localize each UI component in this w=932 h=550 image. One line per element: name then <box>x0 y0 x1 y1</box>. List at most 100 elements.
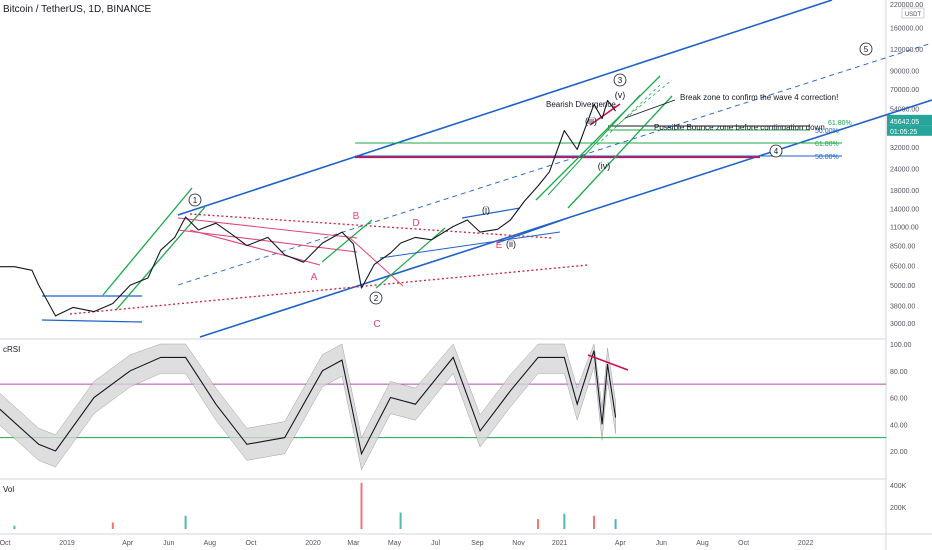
time-axis-label: 2020 <box>305 540 321 547</box>
price-tick-label: 70000.00 <box>890 87 919 94</box>
volume-title: Vol <box>3 485 14 494</box>
price-tick-label: 90000.00 <box>890 68 919 75</box>
volume-bar <box>563 513 566 529</box>
time-axis-label: Oct <box>738 540 749 547</box>
impulse-channel-upper <box>102 187 193 296</box>
volume-bar <box>593 515 595 529</box>
time-axis-label: Oct <box>246 540 257 547</box>
break-zone-arrow <box>624 99 676 119</box>
volume-bar <box>184 515 187 529</box>
wave-i-line <box>461 207 521 219</box>
wave-4-circle <box>769 144 783 158</box>
wave-3-label: 3 <box>618 76 623 85</box>
countdown-label: 01:05:25 <box>890 129 917 136</box>
crsi-tick-label: 60.00 <box>890 396 908 403</box>
symbol-title: Bitcoin / TetherUS, 1D, BINANCE <box>3 4 152 15</box>
price-tick-label: 3800.00 <box>890 303 915 310</box>
price-tick-label: 160000.00 <box>890 26 923 33</box>
bearish-divergence-note: Bearish Divergence <box>546 100 616 109</box>
wave-iii-label: (iii) <box>585 116 597 126</box>
crsi-tick-label: 100.00 <box>890 342 912 349</box>
divergence-crsi-line <box>587 354 629 371</box>
volume-bar <box>111 522 114 529</box>
price-tick-label: 11000.00 <box>890 224 919 231</box>
fib-label-618-upper: 61.80% <box>828 120 852 127</box>
time-axis-label: Nov <box>512 540 525 547</box>
time-axis-label: 2022 <box>798 540 814 547</box>
time-axis-label: Aug <box>696 540 709 547</box>
price-tick-label: 18000.00 <box>890 188 919 195</box>
time-axis-label: Jun <box>656 540 667 547</box>
wave-b-label: B <box>353 211 360 222</box>
price-tick-label: 120000.00 <box>890 47 923 54</box>
price-tick-label: 24000.00 <box>890 167 919 174</box>
crsi-title: cRSI <box>3 345 20 354</box>
time-axis-label: Apr <box>122 540 134 547</box>
time-axis-label: Apr <box>615 540 627 547</box>
wave-5-label: 5 <box>864 45 869 54</box>
price-tick-label: 220000.00 <box>890 2 923 9</box>
time-axis-label: 2021 <box>552 540 568 547</box>
time-axis-label: Aug <box>204 540 217 547</box>
price-tick-label: 6500.00 <box>890 264 915 271</box>
b-c-line <box>349 237 404 287</box>
channel-mid-dashed <box>177 42 932 286</box>
fib-label-618-lower: 61.80% <box>815 141 839 148</box>
wave-4-label: 4 <box>774 147 779 156</box>
price-tick-label: 54000.00 <box>890 106 919 113</box>
price-tick-label: 32000.00 <box>890 145 919 152</box>
volume-bar <box>537 519 540 529</box>
bounce-zone-note: Possible Bounce zone before continuation… <box>654 123 825 132</box>
price-tick-label: 8500.00 <box>890 244 915 251</box>
wave-e-label: E <box>496 240 503 251</box>
wave-5-circle <box>859 42 873 56</box>
volume-bar <box>614 519 617 529</box>
wave-a-label: A <box>311 272 318 283</box>
b-channel-upper <box>321 219 373 263</box>
wave-ii-line <box>496 217 569 244</box>
time-axis-label: May <box>388 540 402 547</box>
impulse-channel-lower <box>115 206 206 311</box>
wave-3-circle <box>613 73 627 87</box>
volume-tick-label: 400K <box>890 483 907 490</box>
wave-ii-label: (ii) <box>506 239 516 249</box>
currency-label: USDT <box>905 12 922 18</box>
crsi-band-fill <box>0 343 616 471</box>
time-axis-label: 2019 <box>59 540 75 547</box>
fib-label-50-upper: 50.00% <box>815 128 839 135</box>
time-axis-label: Jul <box>431 540 440 547</box>
wave-iv-label: (iv) <box>598 161 611 171</box>
volume-bar <box>13 525 16 529</box>
correction-lower-line <box>177 229 358 253</box>
crsi-tick-label: 40.00 <box>890 422 908 429</box>
last-price-box <box>887 114 932 126</box>
correction-lower-line-2 <box>189 229 321 266</box>
time-axis-label: Jun <box>163 540 174 547</box>
price-series-line <box>0 99 617 317</box>
time-axis-label: Oct <box>0 540 10 547</box>
break-zone-note: Break zone to confirm the wave 4 correct… <box>680 93 838 102</box>
countdown-box <box>887 125 932 136</box>
wave-1-label: 1 <box>193 196 198 205</box>
correction-upper-line <box>177 217 358 239</box>
wave-d-label: D <box>412 218 419 229</box>
price-tick-label: 3000.00 <box>890 321 915 328</box>
crsi-line <box>0 350 617 456</box>
wave-1-circle <box>188 193 202 207</box>
final-channel-upper <box>535 75 661 201</box>
wave-c-label: C <box>373 319 380 330</box>
wave-2-label: 2 <box>374 294 379 303</box>
last-price-label: 45642.05 <box>890 119 919 126</box>
time-axis-label: Sep <box>471 540 484 547</box>
channel-upper-line <box>177 0 833 216</box>
time-axis-label: Mar <box>347 540 360 547</box>
crsi-tick-label: 20.00 <box>890 449 908 456</box>
v-target-line-2 <box>596 84 661 146</box>
divergence-price-line <box>589 103 621 126</box>
wave-i-label: (i) <box>482 205 490 215</box>
crsi-tick-label: 80.00 <box>890 369 908 376</box>
wave-v-label: (v) <box>615 90 626 100</box>
wave-2-circle <box>369 291 383 305</box>
price-tick-label: 14000.00 <box>890 207 919 214</box>
